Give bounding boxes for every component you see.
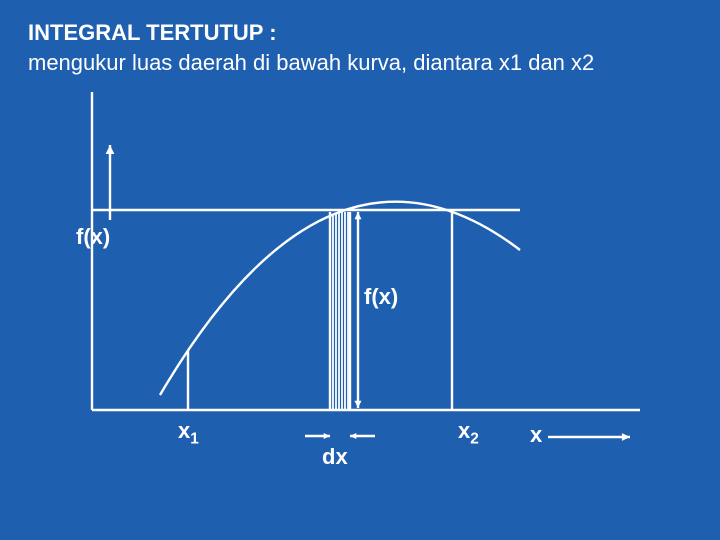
label-x1-sub: 1 [190, 430, 199, 447]
label-x2-sub: 2 [470, 430, 479, 447]
label-dx: dx [322, 444, 348, 470]
label-fx-curve: f(x) [364, 284, 398, 310]
integral-diagram [0, 0, 720, 540]
label-x1: x1 [178, 418, 199, 448]
label-x2: x2 [458, 418, 479, 448]
label-x-axis: x [530, 422, 542, 448]
label-fx-axis: f(x) [76, 224, 110, 250]
label-x1-base: x [178, 418, 190, 443]
label-x2-base: x [458, 418, 470, 443]
